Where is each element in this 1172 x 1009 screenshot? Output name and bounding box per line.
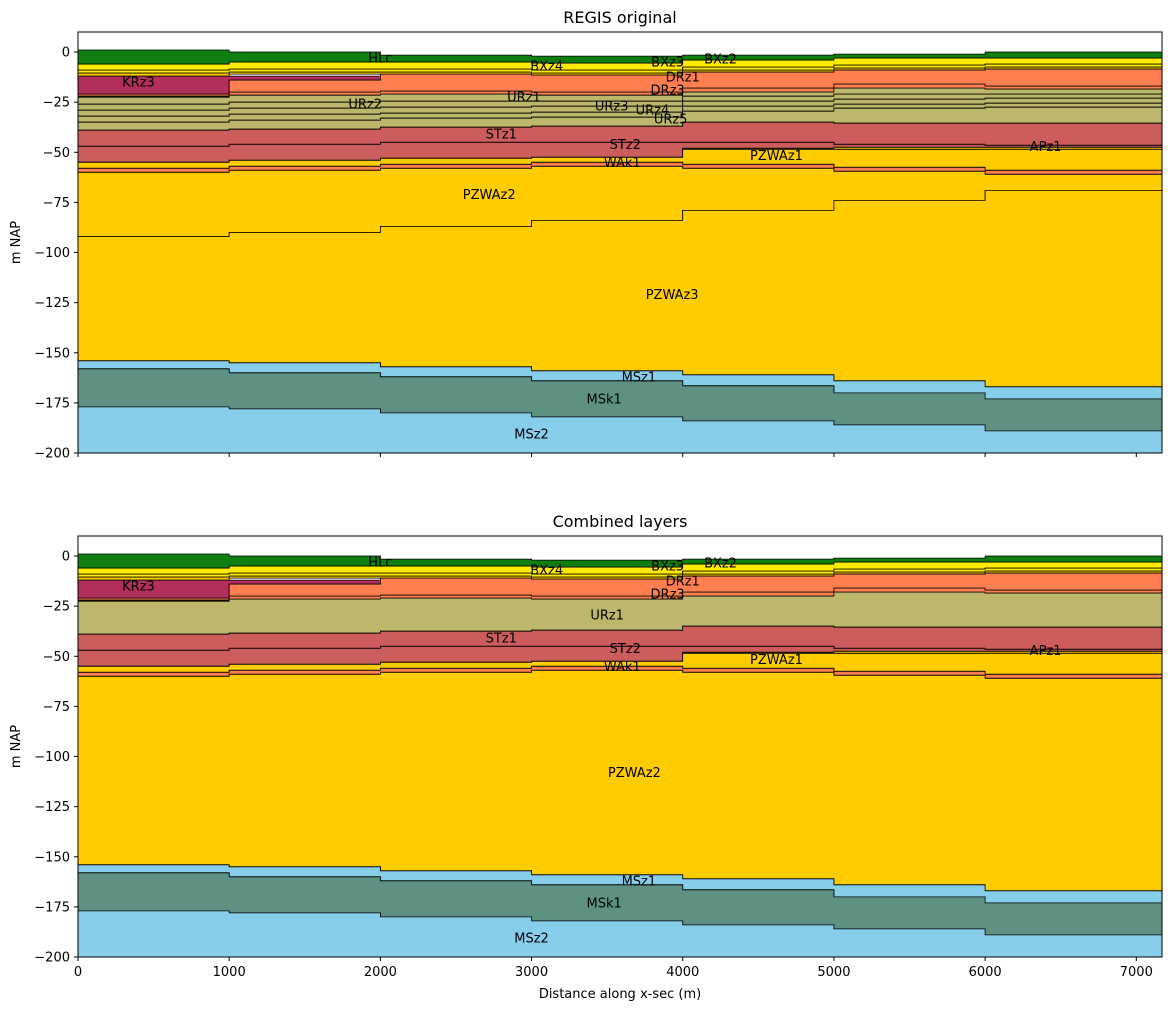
layer-msz2 — [78, 406, 1162, 453]
y-tick-label: −25 — [43, 600, 70, 615]
layer-label-krz3: KRz3 — [122, 580, 155, 595]
y-tick-label: −50 — [43, 146, 70, 161]
layer-label-bxz3: BXz3 — [651, 56, 684, 71]
layer-label-stz2: STz2 — [610, 642, 641, 657]
layer-msz2 — [78, 910, 1162, 957]
layer-label-apz1: APz1 — [1030, 644, 1062, 659]
layer-pzwaz2 — [78, 669, 1162, 901]
x-tick-label: 4000 — [666, 965, 699, 980]
x-tick-label: 2000 — [364, 965, 397, 980]
y-tick-label: 0 — [62, 550, 70, 565]
layer-label-drz1: DRz1 — [666, 71, 700, 86]
x-tick-label: 0 — [74, 965, 82, 980]
layer-label-urz5: URz5 — [654, 113, 688, 128]
layer-label-hlc: HLc — [368, 52, 392, 67]
y-tick-label: −100 — [34, 246, 70, 261]
layer-label-drz3: DRz3 — [651, 588, 685, 603]
layer-label-apz1: APz1 — [1030, 140, 1062, 155]
layer-label-bxz2: BXz2 — [704, 53, 737, 68]
y-tick-label: −200 — [34, 447, 70, 462]
y-tick-label: −125 — [34, 296, 70, 311]
layer-areas — [78, 49, 1162, 453]
layer-label-msk1: MSk1 — [586, 392, 621, 407]
layer-label-bxz2: BXz2 — [704, 557, 737, 572]
y-tick-label: −150 — [34, 850, 70, 865]
y-tick-label: −125 — [34, 800, 70, 815]
layer-label-msk1: MSk1 — [586, 896, 621, 911]
x-tick-label: 7000 — [1120, 965, 1153, 980]
layer-label-drz1: DRz1 — [666, 575, 700, 590]
layer-label-msz1: MSz1 — [622, 370, 657, 385]
y-tick-label: −100 — [34, 750, 70, 765]
y-tick-label: −75 — [43, 700, 70, 715]
layer-label-urz1: URz1 — [507, 91, 541, 106]
layer-label-drz3: DRz3 — [651, 84, 685, 99]
x-tick-label: 5000 — [817, 965, 850, 980]
y-tick-label: −175 — [34, 900, 70, 915]
layer-label-msz2: MSz2 — [514, 427, 549, 442]
y-tick-label: −200 — [34, 951, 70, 966]
x-tick-label: 3000 — [515, 965, 548, 980]
layer-label-urz2: URz2 — [348, 98, 382, 113]
layer-label-pzwaz2: PZWAz2 — [463, 188, 516, 203]
chart-title: REGIS original — [563, 8, 676, 27]
layer-label-wak1: WAk1 — [604, 660, 641, 675]
layer-label-stz2: STz2 — [610, 138, 641, 153]
y-tick-label: 0 — [62, 46, 70, 61]
y-tick-label: −175 — [34, 396, 70, 411]
layer-label-msz1: MSz1 — [622, 874, 657, 889]
x-tick-label: 1000 — [213, 965, 246, 980]
chart-title: Combined layers — [553, 512, 688, 531]
layer-label-pzwaz3: PZWAz3 — [646, 288, 699, 303]
layer-label-stz1: STz1 — [486, 632, 517, 647]
layer-label-wak1: WAk1 — [604, 156, 641, 171]
layer-label-bxz4: BXz4 — [530, 60, 563, 75]
y-axis-label: m NAP — [9, 221, 24, 264]
layer-label-pzwaz2: PZWAz2 — [608, 766, 661, 781]
x-tick-label: 6000 — [969, 965, 1002, 980]
layer-label-krz3: KRz3 — [122, 76, 155, 91]
y-tick-label: −50 — [43, 650, 70, 665]
layer-label-urz1: URz1 — [590, 609, 624, 624]
y-tick-label: −75 — [43, 196, 70, 211]
layer-label-hlc: HLc — [368, 556, 392, 571]
y-axis-label: m NAP — [9, 725, 24, 768]
y-tick-label: −150 — [34, 346, 70, 361]
plot-frame — [77, 31, 1163, 454]
chart-panel-2: 0 −25 −50 −75 −100 −125 −150 −175 −200 0 1000 2000 3… — [9, 512, 1163, 1002]
y-tick-label: −25 — [43, 96, 70, 111]
plot-frame — [77, 535, 1163, 958]
layer-label-urz3: URz3 — [595, 100, 629, 115]
layer-label-msz2: MSz2 — [514, 931, 549, 946]
layer-label-bxz4: BXz4 — [530, 564, 563, 579]
layer-label-pzwaz1: PZWAz1 — [750, 149, 803, 164]
layer-label-stz1: STz1 — [486, 128, 517, 143]
layer-label-pzwaz1: PZWAz1 — [750, 653, 803, 668]
layer-label-bxz3: BXz3 — [651, 560, 684, 575]
chart-panel-1: 0 −25 −50 −75 −100 −125 −150 −175 −200 REGIS orig… — [9, 8, 1163, 462]
x-axis-label: Distance along x-sec (m) — [539, 987, 701, 1002]
layer-areas — [78, 553, 1162, 957]
layer-label-urz4: URz4 — [636, 104, 670, 119]
